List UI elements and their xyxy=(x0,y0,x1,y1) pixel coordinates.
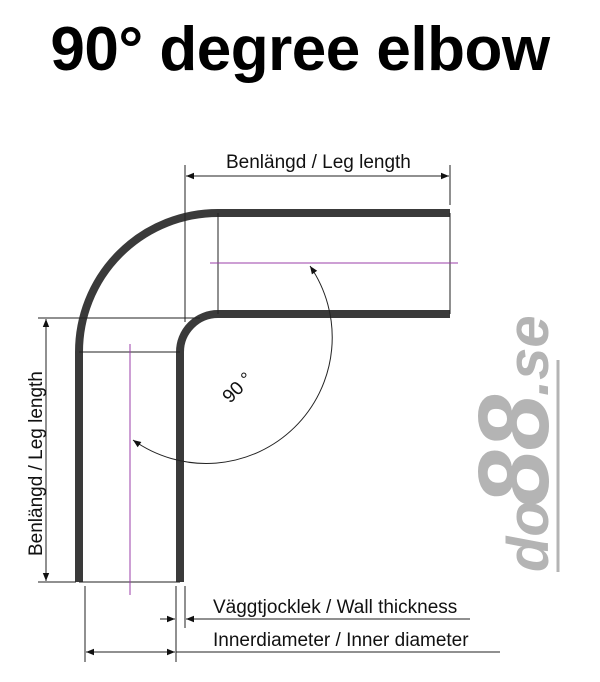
inner-diameter-label: Innerdiameter / Inner diameter xyxy=(213,630,469,651)
logo-se: .se xyxy=(496,315,561,396)
logo-do: do xyxy=(496,501,561,572)
angle-label: 90 ° xyxy=(219,369,258,408)
logo-88: 88 xyxy=(458,394,570,506)
do88-logo: do 88 .se xyxy=(458,315,570,572)
angle-arc xyxy=(132,265,333,464)
inner-wall xyxy=(176,310,450,582)
diagram-title: 90° degree elbow xyxy=(50,15,550,84)
leg-length-top-label: Benlängd / Leg length xyxy=(226,152,411,173)
outer-wall xyxy=(75,209,450,582)
leg-length-left-label: Benlängd / Leg length xyxy=(26,371,47,556)
pipe xyxy=(75,209,451,583)
wall-thickness-label: Väggtjocklek / Wall thickness xyxy=(213,597,457,618)
